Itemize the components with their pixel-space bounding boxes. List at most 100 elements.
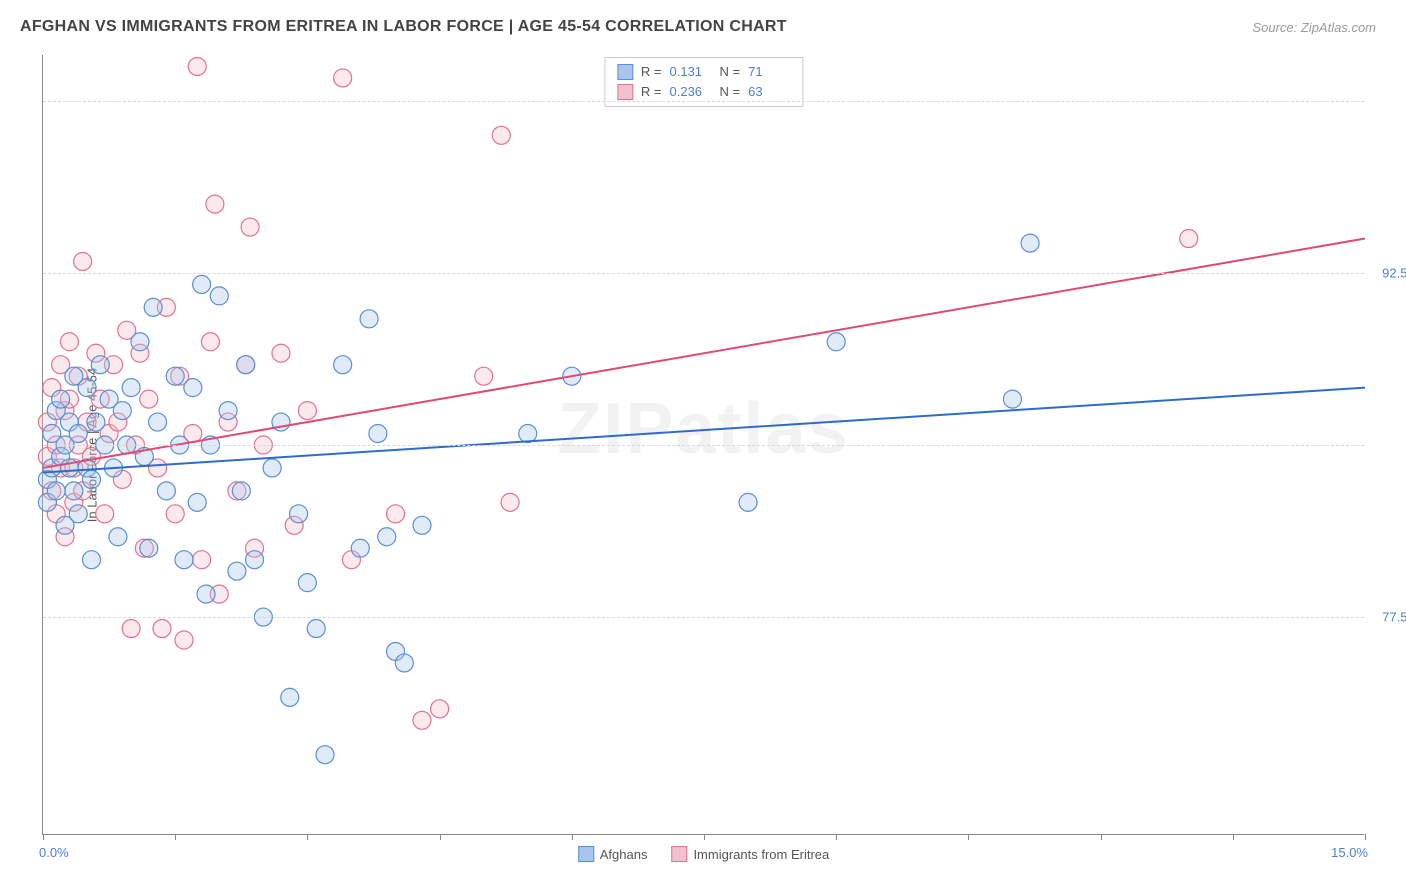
x-tick [1365, 834, 1366, 840]
data-point [166, 505, 184, 523]
data-point [113, 402, 131, 420]
data-point [334, 69, 352, 87]
data-point [290, 505, 308, 523]
data-point [74, 252, 92, 270]
data-point [65, 482, 83, 500]
x-tick [572, 834, 573, 840]
data-point [241, 218, 259, 236]
legend-row-eritrea: R = 0.236 N = 63 [617, 82, 790, 102]
data-point [87, 413, 105, 431]
series-legend: Afghans Immigrants from Eritrea [578, 846, 830, 862]
trend-line [43, 388, 1365, 473]
legend-swatch-eritrea [617, 84, 633, 100]
data-point [369, 425, 387, 443]
x-tick [836, 834, 837, 840]
legend-item-eritrea: Immigrants from Eritrea [671, 846, 829, 862]
data-point [91, 356, 109, 374]
data-point [82, 470, 100, 488]
data-point [140, 539, 158, 557]
data-point [69, 505, 87, 523]
data-point [413, 711, 431, 729]
data-point [827, 333, 845, 351]
data-point [153, 620, 171, 638]
n-label: N = [720, 62, 741, 82]
data-point [1021, 234, 1039, 252]
data-point [378, 528, 396, 546]
data-point [395, 654, 413, 672]
r-value-afghans: 0.131 [670, 62, 712, 82]
data-point [188, 57, 206, 75]
data-point [131, 333, 149, 351]
x-axis-max-label: 15.0% [1331, 845, 1368, 860]
data-point [298, 402, 316, 420]
correlation-legend: R = 0.131 N = 71 R = 0.236 N = 63 [604, 57, 803, 107]
data-point [149, 413, 167, 431]
data-point [739, 493, 757, 511]
data-point [431, 700, 449, 718]
data-point [228, 562, 246, 580]
data-point [210, 287, 228, 305]
data-point [219, 402, 237, 420]
data-point [206, 195, 224, 213]
chart-title: AFGHAN VS IMMIGRANTS FROM ERITREA IN LAB… [20, 18, 787, 36]
data-point [281, 688, 299, 706]
data-point [201, 333, 219, 351]
data-point [232, 482, 250, 500]
data-point [316, 746, 334, 764]
y-tick-label: 92.5% [1369, 265, 1406, 280]
r-label: R = [641, 62, 662, 82]
data-point [175, 551, 193, 569]
data-point [360, 310, 378, 328]
gridline [43, 101, 1364, 102]
data-point [184, 379, 202, 397]
data-point [197, 585, 215, 603]
n-value-afghans: 71 [748, 62, 790, 82]
data-point [60, 333, 78, 351]
data-point [193, 551, 211, 569]
data-point [298, 574, 316, 592]
legend-row-afghans: R = 0.131 N = 71 [617, 62, 790, 82]
gridline [43, 617, 1364, 618]
r-label: R = [641, 82, 662, 102]
data-point [140, 390, 158, 408]
x-tick [968, 834, 969, 840]
x-tick [440, 834, 441, 840]
data-point [69, 425, 87, 443]
legend-label-eritrea: Immigrants from Eritrea [693, 847, 829, 862]
data-point [193, 275, 211, 293]
data-point [413, 516, 431, 534]
data-point [175, 631, 193, 649]
chart-plot-area: In Labor Force | Age 45-54 ZIPatlas R = … [42, 55, 1364, 835]
n-value-eritrea: 63 [748, 82, 790, 102]
data-point [188, 493, 206, 511]
data-point [144, 298, 162, 316]
x-axis-min-label: 0.0% [39, 845, 69, 860]
y-tick-label: 77.5% [1369, 610, 1406, 625]
x-tick [43, 834, 44, 840]
x-tick [1233, 834, 1234, 840]
data-point [82, 551, 100, 569]
legend-item-afghans: Afghans [578, 846, 648, 862]
data-point [1180, 230, 1198, 248]
data-point [307, 620, 325, 638]
data-point [387, 505, 405, 523]
legend-swatch-afghans-icon [578, 846, 594, 862]
gridline [43, 445, 1364, 446]
data-point [1003, 390, 1021, 408]
n-label: N = [720, 82, 741, 102]
gridline [43, 273, 1364, 274]
x-tick [704, 834, 705, 840]
data-point [47, 482, 65, 500]
data-point [351, 539, 369, 557]
data-point [475, 367, 493, 385]
legend-swatch-afghans [617, 64, 633, 80]
r-value-eritrea: 0.236 [670, 82, 712, 102]
data-point [263, 459, 281, 477]
legend-label-afghans: Afghans [600, 847, 648, 862]
data-point [109, 528, 127, 546]
x-tick [175, 834, 176, 840]
legend-swatch-eritrea-icon [671, 846, 687, 862]
data-point [166, 367, 184, 385]
data-point [519, 425, 537, 443]
data-point [501, 493, 519, 511]
